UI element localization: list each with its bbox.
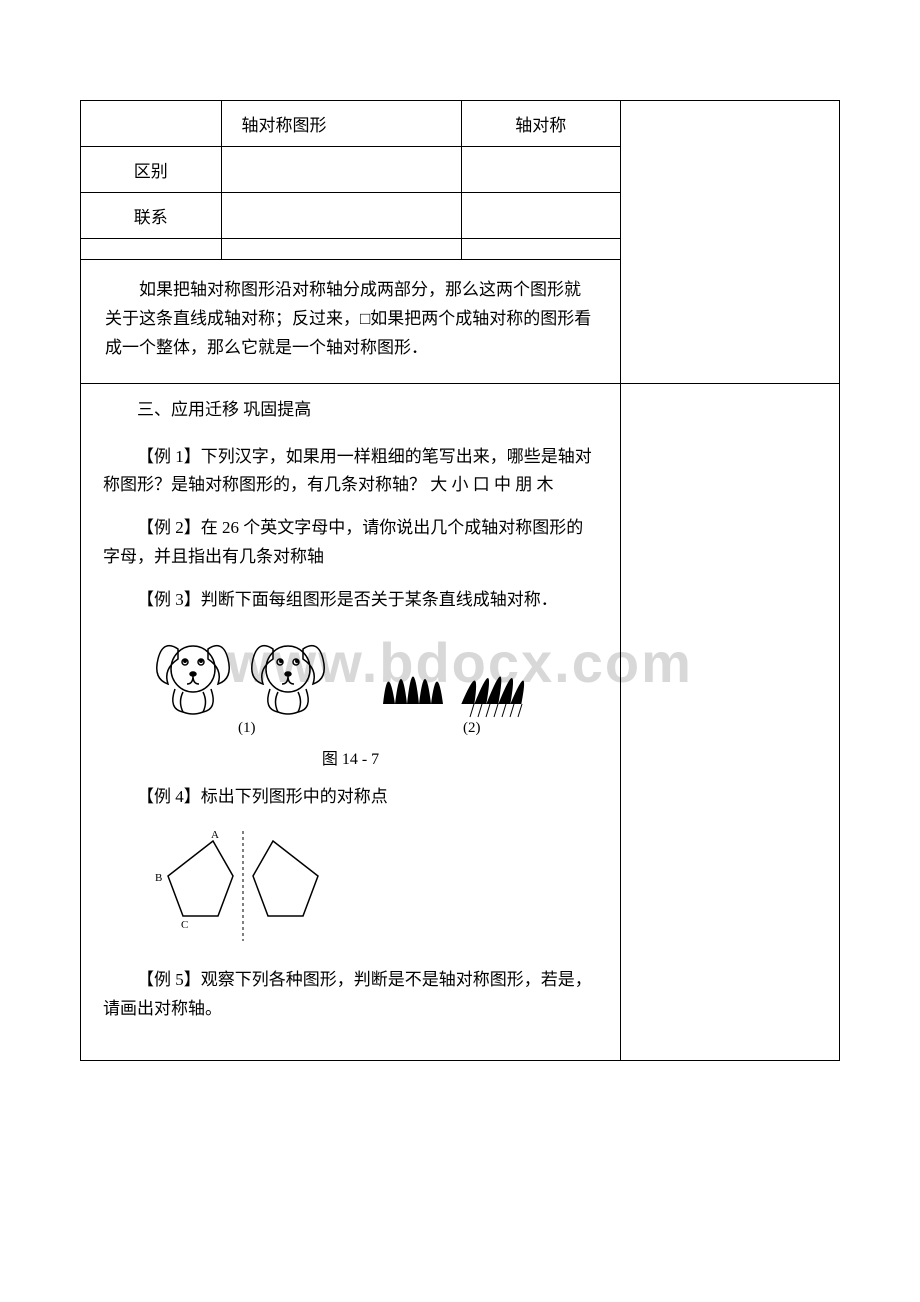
cell [461, 147, 620, 193]
figure-label-1: (1) [238, 720, 256, 736]
comparison-right [621, 101, 839, 383]
section-title: 三、应用迁移 巩固提高 [103, 396, 598, 425]
cell [461, 239, 620, 260]
example-4: 【例 4】标出下列图形中的对称点 [103, 783, 598, 812]
section-examples: 三、应用迁移 巩固提高 【例 1】下列汉字，如果用一样粗细的笔写出来，哪些是轴对… [81, 383, 839, 1060]
figure-14-7-caption: 图 14 - 7 [103, 745, 598, 769]
figure-14-7-svg: (1) (2) [133, 629, 553, 739]
examples-right [621, 384, 839, 1060]
compare-table: 轴对称图形 轴对称 区别 联系 [81, 101, 620, 260]
cell-header-axis: 轴对称 [461, 101, 620, 147]
examples-left: 三、应用迁移 巩固提高 【例 1】下列汉字，如果用一样粗细的笔写出来，哪些是轴对… [81, 384, 621, 1060]
table-row [81, 239, 620, 260]
cell-header-axisfig: 轴对称图形 [221, 101, 461, 147]
figure-14-7: (1) (2) [133, 629, 598, 739]
svg-text:A: A [211, 829, 219, 841]
cell [221, 193, 461, 239]
explain-text: 如果把轴对称图形沿对称轴分成两部分，那么这两个图形就关于这条直线成轴对称；反过来… [81, 260, 620, 383]
svg-text:C: C [181, 919, 188, 931]
table-row: 轴对称图形 轴对称 [81, 101, 620, 147]
cell-empty [81, 101, 221, 147]
cell-diff-label: 区别 [81, 147, 221, 193]
svg-text:B: B [155, 872, 162, 884]
figure-pentagons-svg: A B C [133, 826, 373, 946]
cell [81, 239, 221, 260]
example-2: 【例 2】在 26 个英文字母中，请你说出几个成轴对称图形的字母，并且指出有几条… [103, 514, 598, 572]
cell-relation-label: 联系 [81, 193, 221, 239]
comparison-section: 轴对称图形 轴对称 区别 联系 如 [81, 101, 839, 383]
figure-label-2: (2) [463, 720, 481, 736]
cell [221, 147, 461, 193]
cell [461, 193, 620, 239]
figure-pentagons: A B C [133, 826, 598, 946]
table-row: 联系 [81, 193, 620, 239]
table-row: 区别 [81, 147, 620, 193]
example-3: 【例 3】判断下面每组图形是否关于某条直线成轴对称． [103, 586, 598, 615]
comparison-left: 轴对称图形 轴对称 区别 联系 如 [81, 101, 621, 383]
cell [221, 239, 461, 260]
example-1: 【例 1】下列汉字，如果用一样粗细的笔写出来，哪些是轴对称图形？是轴对称图形的，… [103, 443, 598, 501]
example-5: 【例 5】观察下列各种图形，判断是不是轴对称图形，若是，请画出对称轴。 [103, 966, 598, 1024]
page-frame: 轴对称图形 轴对称 区别 联系 如 [80, 100, 840, 1061]
